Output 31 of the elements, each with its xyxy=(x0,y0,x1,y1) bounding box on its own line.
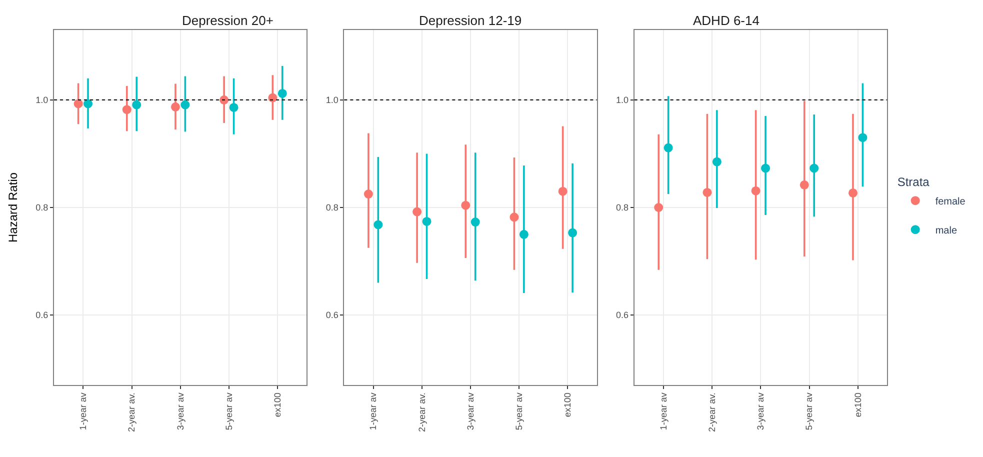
y-tick-label: 0.6 xyxy=(326,310,338,320)
x-tick-label: 1-year av xyxy=(658,392,668,430)
x-tick-label: ex100 xyxy=(852,392,863,418)
y-tick-label: 1.0 xyxy=(616,95,629,106)
y-tick-label: 0.8 xyxy=(326,202,338,213)
x-tick-label: 3-year av xyxy=(756,392,766,430)
x-tick-label: 1-year av xyxy=(368,392,378,430)
y-tick-label: 0.8 xyxy=(616,202,629,213)
legend-title: Strata xyxy=(897,175,930,190)
legend-label: female xyxy=(935,196,966,208)
x-tick-label: 2-year av. xyxy=(416,392,427,432)
chart-title: Depression 20+ xyxy=(182,13,274,28)
x-tick-label: 3-year av xyxy=(175,392,186,430)
x-tick-label: ex100 xyxy=(272,392,282,418)
x-tick-label: 1-year av xyxy=(78,392,88,430)
y-tick-label: 1.0 xyxy=(36,95,48,106)
x-tick-label: 5-year av xyxy=(224,392,234,430)
legend-label: male xyxy=(935,226,958,236)
chart-title: ADHD 6-14 xyxy=(693,13,760,28)
y-axis-title: Hazard Ratio xyxy=(6,172,20,243)
y-tick-label: 1.0 xyxy=(326,95,338,106)
x-tick-label: 2-year av. xyxy=(707,392,717,432)
x-tick-label: 3-year av xyxy=(465,392,476,430)
y-tick-label: 0.6 xyxy=(616,310,629,320)
x-tick-label: 2-year av. xyxy=(126,392,137,432)
x-tick-label: ex100 xyxy=(562,392,573,418)
y-tick-label: 0.8 xyxy=(36,202,48,213)
x-tick-label: 5-year av xyxy=(514,392,524,430)
y-tick-label: 0.6 xyxy=(36,310,48,320)
x-tick-label: 5-year av xyxy=(804,392,814,430)
chart-title: Depression 12-19 xyxy=(419,13,522,28)
